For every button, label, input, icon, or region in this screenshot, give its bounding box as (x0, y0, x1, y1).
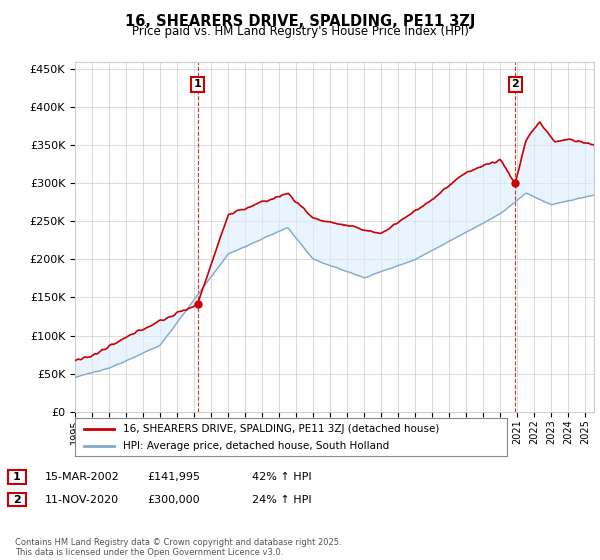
Text: £141,995: £141,995 (147, 472, 200, 482)
Text: HPI: Average price, detached house, South Holland: HPI: Average price, detached house, Sout… (122, 441, 389, 451)
Text: £300,000: £300,000 (147, 494, 200, 505)
Text: 1: 1 (13, 472, 20, 482)
Text: 1: 1 (194, 80, 202, 90)
Text: 15-MAR-2002: 15-MAR-2002 (45, 472, 120, 482)
Text: 2: 2 (13, 494, 20, 505)
Text: 2: 2 (511, 80, 519, 90)
Text: 16, SHEARERS DRIVE, SPALDING, PE11 3ZJ (detached house): 16, SHEARERS DRIVE, SPALDING, PE11 3ZJ (… (122, 424, 439, 434)
Text: Contains HM Land Registry data © Crown copyright and database right 2025.
This d: Contains HM Land Registry data © Crown c… (15, 538, 341, 557)
Text: 11-NOV-2020: 11-NOV-2020 (45, 494, 119, 505)
Text: 16, SHEARERS DRIVE, SPALDING, PE11 3ZJ: 16, SHEARERS DRIVE, SPALDING, PE11 3ZJ (125, 14, 475, 29)
Text: 42% ↑ HPI: 42% ↑ HPI (252, 472, 311, 482)
Text: 24% ↑ HPI: 24% ↑ HPI (252, 494, 311, 505)
Text: Price paid vs. HM Land Registry's House Price Index (HPI): Price paid vs. HM Land Registry's House … (131, 25, 469, 38)
